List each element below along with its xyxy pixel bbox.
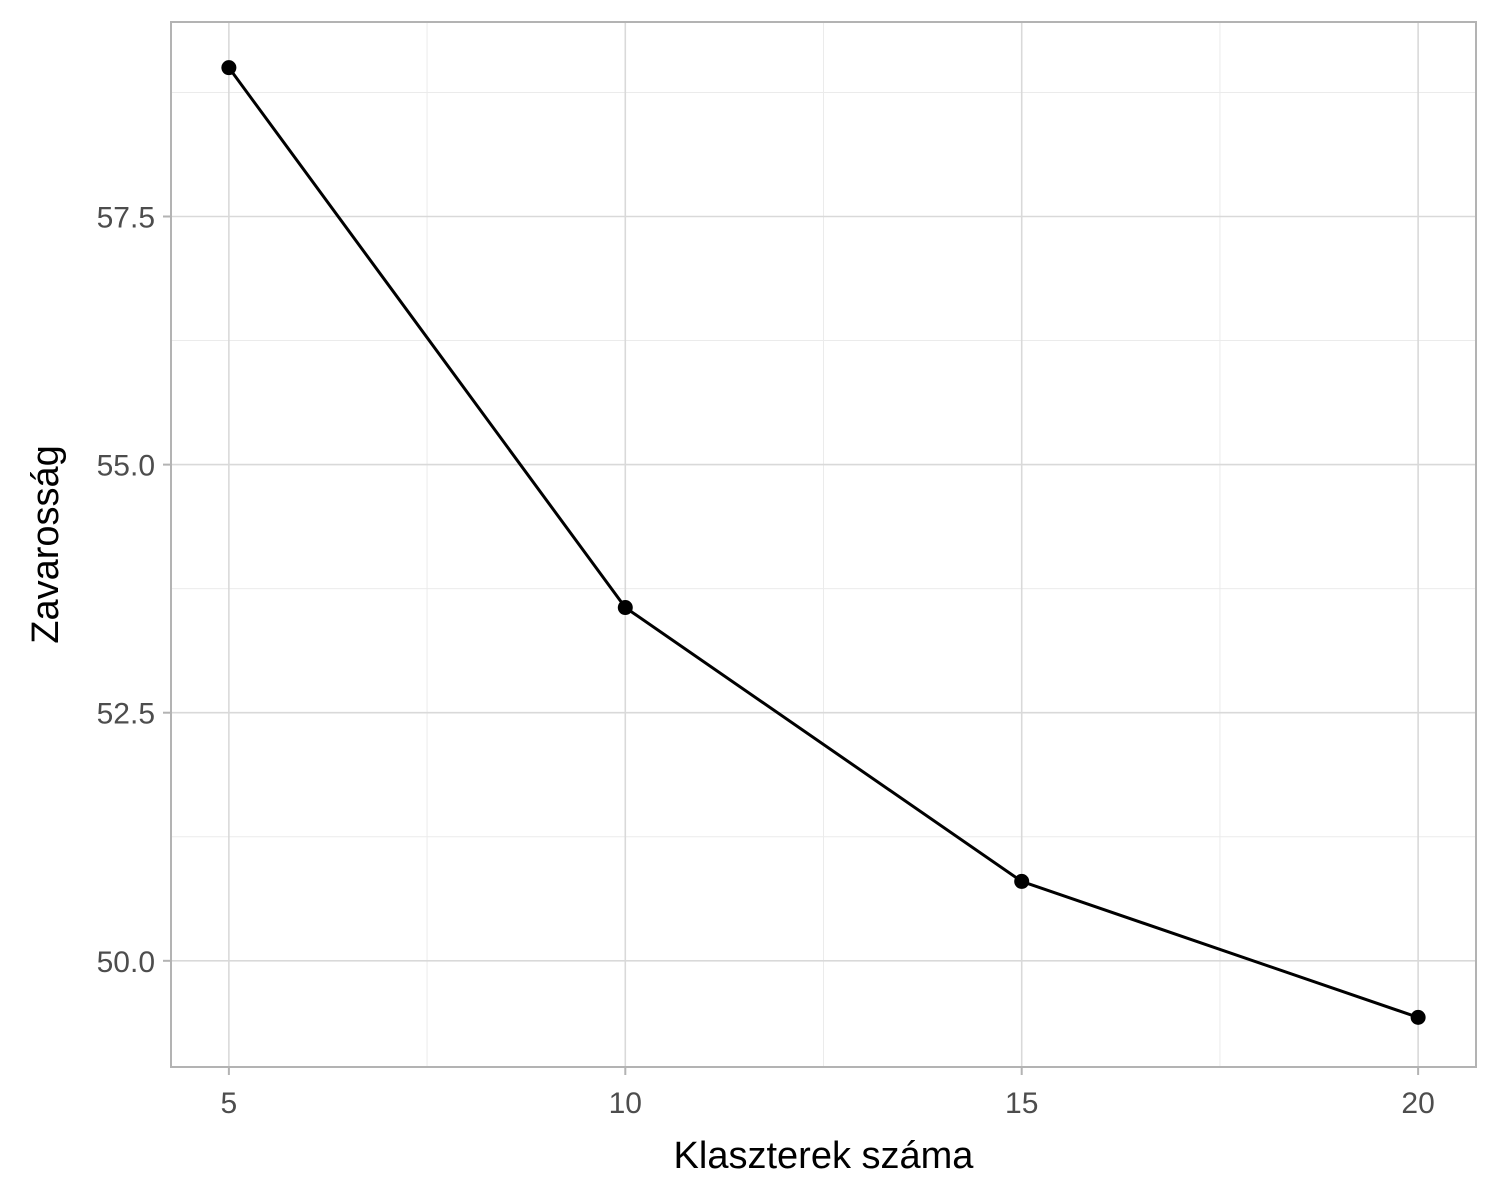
y-tick-label: 57.5: [97, 202, 155, 235]
x-tick-label: 10: [609, 1087, 642, 1120]
y-axis-title: Zavarosság: [25, 445, 67, 644]
y-tick-label: 52.5: [97, 698, 155, 731]
series-group: [221, 60, 1426, 1025]
major-gridlines: [171, 22, 1476, 1067]
series-line: [227, 66, 1419, 1019]
data-point: [1410, 1009, 1426, 1025]
minor-gridlines: [171, 22, 1476, 1067]
x-tick-label: 20: [1401, 1087, 1434, 1120]
plot-panel-border: [170, 21, 1477, 1068]
data-point: [1014, 873, 1030, 889]
x-axis-title: Klaszterek száma: [674, 1135, 975, 1177]
data-point: [221, 60, 237, 76]
y-tick-labels: 50.0 52.5 55.0 57.5: [97, 202, 155, 979]
axis-ticks: [163, 215, 1420, 1075]
x-tick-label: 15: [1005, 1087, 1038, 1120]
y-tick-label: 50.0: [97, 946, 155, 979]
data-point: [617, 600, 633, 616]
x-tick-label: 5: [221, 1087, 238, 1120]
x-tick-labels: 5 10 15 20: [221, 1087, 1435, 1120]
y-tick-label: 55.0: [97, 450, 155, 483]
